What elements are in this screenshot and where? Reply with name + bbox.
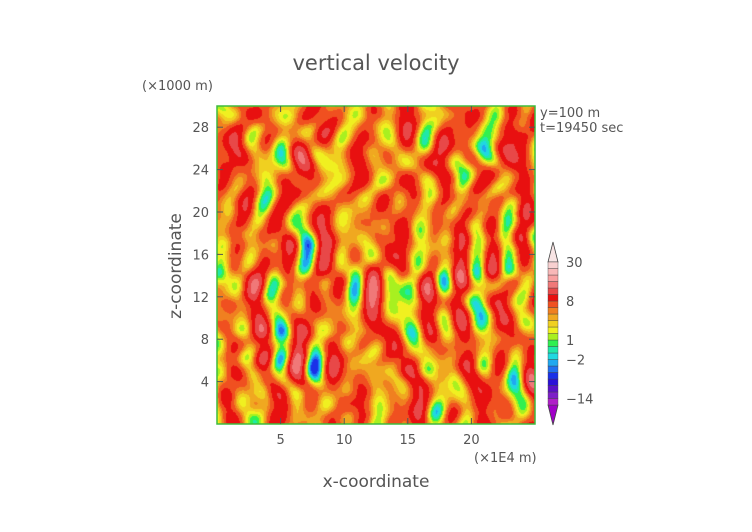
colorbar-band: [547, 274, 559, 282]
colorbar-band: [547, 365, 559, 373]
colorbar-tick-label: 30: [566, 256, 583, 271]
colorbar-band: [547, 391, 559, 399]
colorbar-band: [547, 300, 559, 308]
colorbar-band: [547, 346, 559, 354]
colorbar-band: [547, 320, 559, 328]
y-axis-ticks: 4 8 12 16 20 24 28: [192, 121, 535, 391]
y-tick-label: 16: [192, 248, 209, 263]
colorbar-band: [547, 287, 559, 295]
y-tick-label: 8: [201, 333, 209, 348]
y-tick-label: 24: [192, 164, 209, 179]
annotation-y-position: y=100 m: [540, 106, 600, 121]
plot-frame: [216, 105, 536, 425]
colorbar-tick-label: −2: [566, 354, 585, 369]
x-unit-label: (×1E4 m): [474, 451, 537, 466]
colorbar-tick-label: −14: [566, 393, 593, 408]
colorbar-band: [547, 359, 559, 367]
colorbar-band: [547, 261, 559, 269]
colorbar-band: [547, 352, 559, 360]
y-tick-label: 28: [192, 121, 209, 136]
colorbar-max-arrow: [547, 241, 559, 263]
colorbar-band: [547, 378, 559, 386]
colorbar-band: [547, 326, 559, 334]
y-unit-label: (×1000 m): [142, 79, 213, 94]
colorbar-band: [547, 294, 559, 302]
chart-title: vertical velocity: [292, 51, 459, 75]
y-tick-label: 4: [201, 376, 209, 391]
y-axis-label: z-coordinate: [166, 213, 186, 319]
colorbar-band: [547, 307, 559, 315]
heatmap-field: [217, 106, 535, 424]
colorbar-band: [547, 385, 559, 393]
x-axis-label: x-coordinate: [323, 472, 430, 492]
colorbar-band: [547, 281, 559, 289]
colorbar-band: [547, 398, 559, 406]
y-tick-label: 12: [192, 291, 209, 306]
x-tick-label: 10: [336, 433, 353, 448]
colorbar-band: [547, 372, 559, 380]
colorbar-tick-label: 8: [566, 295, 574, 310]
colorbar-band: [547, 339, 559, 347]
x-tick-label: 15: [400, 433, 417, 448]
colorbar: 30 8 1 −2 −14: [547, 241, 593, 426]
annotation-time: t=19450 sec: [540, 121, 623, 136]
colorbar-tick-label: 1: [566, 334, 574, 349]
x-tick-label: 5: [276, 433, 284, 448]
x-axis-ticks: 5 10 15 20: [276, 106, 480, 448]
colorbar-band: [547, 313, 559, 321]
colorbar-min-arrow: [547, 404, 559, 426]
colorbar-band: [547, 333, 559, 341]
x-tick-label: 20: [463, 433, 480, 448]
colorbar-band: [547, 268, 559, 276]
plot-area: [216, 105, 536, 425]
y-tick-label: 20: [192, 206, 209, 221]
